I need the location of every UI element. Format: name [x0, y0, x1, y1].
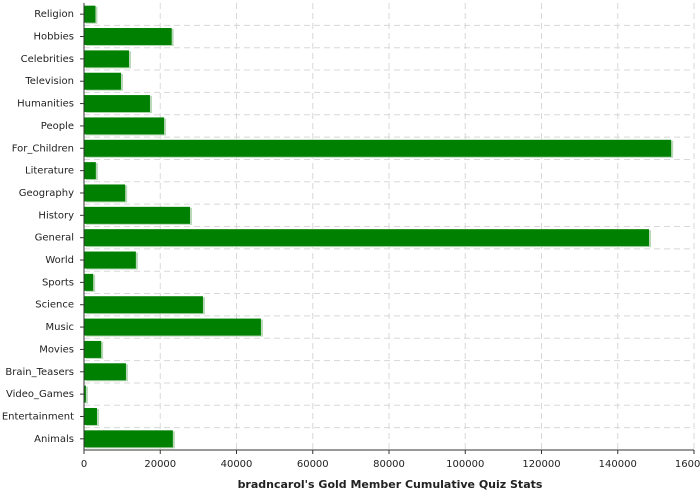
bar [84, 95, 150, 113]
y-tick-label: People [41, 121, 74, 132]
y-tick-label: Literature [25, 166, 74, 177]
y-tick-label: General [35, 233, 74, 244]
bar [84, 385, 86, 403]
x-tick-label: 160000 [675, 459, 700, 470]
y-tick-label: Religion [34, 9, 74, 20]
x-axis-title: bradncarol's Gold Member Cumulative Quiz… [238, 478, 543, 491]
bar [84, 229, 650, 247]
y-tick-label: Animals [34, 434, 74, 445]
bar [84, 363, 126, 381]
x-tick-label: 100000 [446, 459, 484, 470]
y-tick-label: Science [35, 300, 74, 311]
y-tick-label: World [45, 255, 74, 266]
y-tick-label: Hobbies [34, 32, 74, 43]
bar [84, 430, 173, 448]
bar [84, 117, 165, 135]
y-tick-label: Video_Games [6, 389, 74, 400]
x-tick-label: 20000 [144, 459, 176, 470]
y-tick-label: Humanities [17, 99, 74, 110]
bar [84, 162, 96, 180]
y-tick-label: Music [46, 322, 74, 333]
x-tick-label: 80000 [373, 459, 405, 470]
y-tick-label: Movies [39, 344, 74, 355]
bar [84, 251, 136, 269]
y-tick-label: Brain_Teasers [5, 367, 74, 378]
y-tick-label: Sports [42, 277, 74, 288]
bar [84, 72, 121, 90]
bar [84, 5, 96, 23]
bar [84, 407, 97, 425]
y-tick-label: Geography [19, 188, 74, 199]
x-tick-label: 40000 [221, 459, 253, 470]
y-tick-label: History [38, 210, 74, 221]
y-tick-label: For_Children [12, 143, 74, 154]
bar [84, 184, 126, 202]
bar [84, 50, 129, 68]
y-tick-label: Entertainment [2, 411, 74, 422]
bar [84, 273, 94, 291]
bar [84, 139, 672, 157]
bar-shadow [86, 386, 88, 404]
bar [84, 318, 261, 336]
y-tick-label: Celebrities [21, 54, 74, 65]
bar [84, 296, 203, 314]
x-tick-label: 0 [81, 459, 87, 470]
x-tick-label: 120000 [522, 459, 560, 470]
x-tick-label: 60000 [297, 459, 329, 470]
y-tick-label: Television [24, 76, 74, 87]
bar [84, 340, 102, 358]
bar [84, 28, 172, 46]
bar [84, 206, 190, 224]
x-tick-label: 140000 [599, 459, 637, 470]
